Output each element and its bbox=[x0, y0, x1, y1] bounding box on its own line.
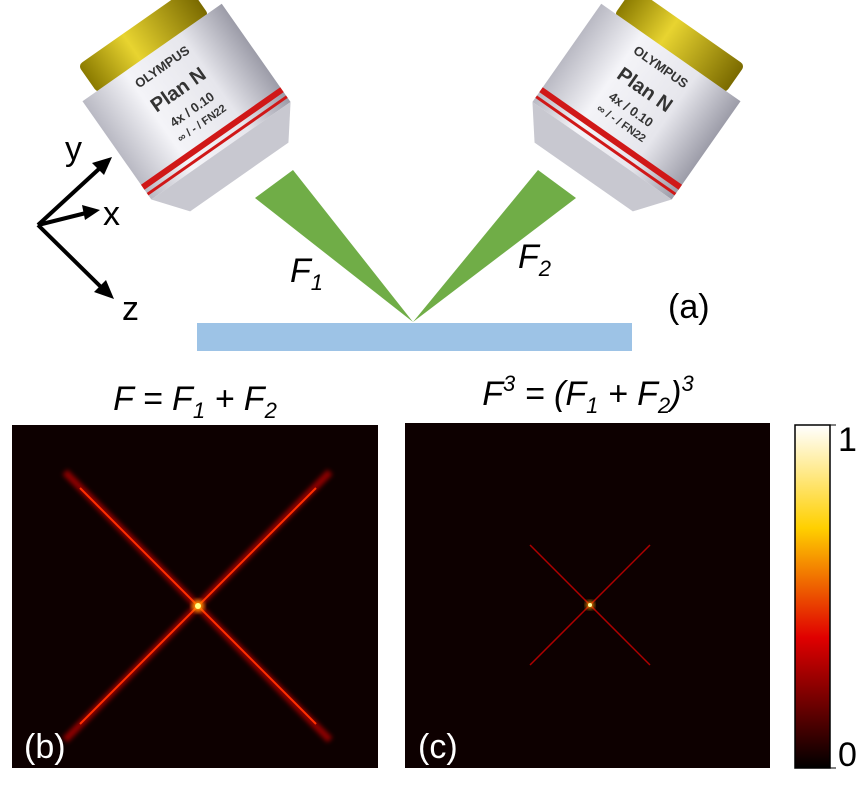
panel-c: (c) bbox=[405, 423, 770, 768]
axis-y: y bbox=[65, 130, 82, 168]
panel-label-b: (b) bbox=[24, 728, 66, 766]
panel-label-c: (c) bbox=[418, 728, 458, 766]
title-b: F = F1 + F2 bbox=[113, 380, 277, 423]
beam-left bbox=[255, 170, 413, 322]
substrate bbox=[197, 323, 632, 351]
axis-z: z bbox=[122, 290, 139, 328]
panel-label-a: (a) bbox=[668, 288, 710, 326]
figure: OLYMPUS Plan N 4x / 0.10 ∞ / - / FN22 OL… bbox=[0, 0, 867, 788]
title-c: F3 = (F1 + F2)3 bbox=[482, 371, 694, 418]
axes-glyph bbox=[38, 168, 102, 288]
colorbar bbox=[795, 425, 830, 768]
axis-x: x bbox=[103, 195, 120, 233]
beam-label-right: F2 bbox=[518, 238, 551, 281]
panel-b: (b) bbox=[12, 425, 378, 768]
colorbar-tick-label: 1 bbox=[838, 421, 857, 459]
beam-label-left: F1 bbox=[290, 252, 323, 295]
colorbar-tick-label: 0 bbox=[838, 736, 857, 774]
beam-right bbox=[413, 170, 576, 322]
